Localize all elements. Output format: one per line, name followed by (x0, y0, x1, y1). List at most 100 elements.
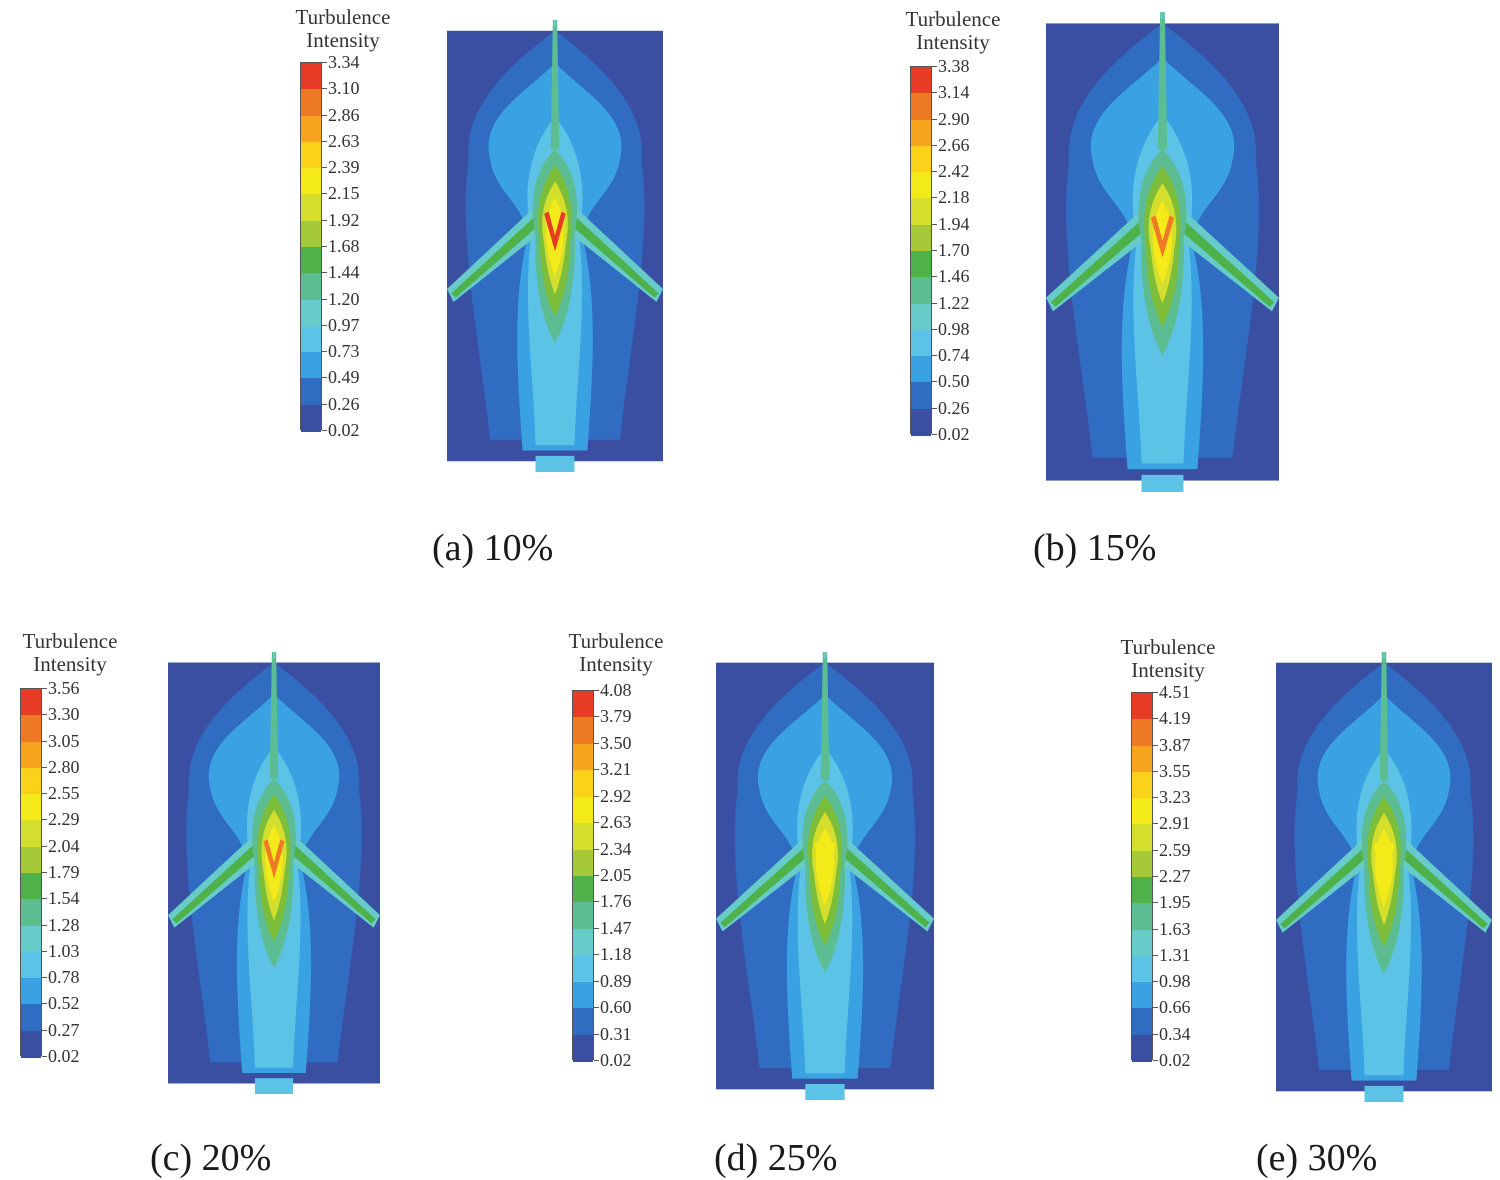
colorbar-band (21, 899, 41, 927)
side-jet-left-core (1050, 220, 1147, 307)
colorbar-band (1132, 824, 1152, 852)
colorbar-band (573, 770, 593, 798)
side-jet-left-core (451, 215, 540, 298)
colorbar-band (911, 303, 931, 331)
legend-title-line1: Turbulence (1120, 635, 1216, 659)
colorbar-tick (1153, 797, 1158, 799)
colorbar-tick-label: 0.66 (1159, 997, 1191, 1018)
colorbar-tick (594, 1033, 599, 1035)
colorbar-tick-label: 2.05 (600, 865, 632, 885)
colorbar-band (911, 119, 931, 147)
colorbar-tick (932, 171, 937, 173)
colorbar-band (21, 925, 41, 953)
contour-plot (716, 652, 934, 1100)
colorbar-band (301, 220, 321, 248)
colorbar-tick-label: 2.42 (938, 161, 970, 182)
colorbar-tick (42, 1056, 47, 1057)
colorbar-tick-label: 0.60 (600, 997, 632, 1018)
colorbar-tick (322, 246, 327, 247)
colorbar-band (1132, 850, 1152, 878)
colorbar-tick-label: 3.79 (600, 706, 632, 727)
colorbar-tick-label: 1.92 (328, 209, 360, 230)
colorbar-tick (932, 355, 937, 357)
colorbar-band (573, 743, 593, 771)
colorbar-tick (932, 223, 937, 225)
legend-title-line1: Turbulence (295, 5, 391, 29)
colorbar-band (21, 951, 41, 979)
colorbar-tick-label: 1.79 (48, 862, 80, 882)
colorbar-tick (594, 954, 599, 956)
colorbar-tick-label: 2.63 (600, 812, 632, 833)
colorbar-tick (1153, 1007, 1158, 1009)
colorbar-tick-label: 2.18 (938, 187, 970, 208)
bottom-outlet (254, 1078, 294, 1094)
top-inlet-tip (1161, 12, 1164, 19)
colorbar-tick (322, 193, 327, 195)
colorbar-tick (1153, 692, 1158, 693)
colorbar-band (21, 715, 41, 743)
side-jet-right-core (1178, 220, 1275, 307)
colorbar-tick-label: 2.15 (328, 183, 360, 204)
legend-title: Turbulence Intensity (873, 8, 1033, 54)
colorbar-band (21, 846, 41, 874)
colorbar-tick (1153, 744, 1158, 746)
contour-svg (168, 652, 380, 1094)
contour-svg (1046, 12, 1279, 492)
top-inlet-tip (553, 20, 557, 27)
colorbar-band (21, 767, 41, 795)
colorbar-band (21, 873, 41, 900)
panel-caption: (a) 10% (432, 527, 554, 569)
colorbar-band (1132, 798, 1152, 826)
contour-svg (1276, 652, 1492, 1102)
colorbar-tick (1153, 1033, 1158, 1035)
legend-title-line1: Turbulence (568, 629, 664, 653)
colorbar-tick-label: 2.66 (938, 134, 970, 155)
colorbar-band (1132, 693, 1152, 720)
bottom-outlet (1364, 1085, 1404, 1102)
colorbar-tick-label: 0.02 (48, 1046, 80, 1066)
colorbar-tick-label: 1.63 (1159, 918, 1191, 939)
colorbar-tick-label: 0.02 (328, 420, 360, 440)
colorbar-tick-label: 3.55 (1159, 760, 1191, 781)
colorbar-band (1132, 903, 1152, 931)
side-jet-left-core (172, 843, 260, 924)
peak-intensity-v (814, 841, 836, 882)
colorbar-band (911, 172, 931, 200)
colorbar-tick-label: 3.87 (1159, 734, 1191, 755)
colorbar-tick-label: 0.02 (938, 424, 970, 444)
colorbar-band (301, 325, 321, 353)
colorbar-band (301, 299, 321, 327)
bottom-outlet (805, 1084, 845, 1100)
colorbar-tick (42, 819, 47, 821)
bottom-outlet (535, 455, 575, 472)
colorbar-tick-label: 0.27 (48, 1019, 80, 1040)
colorbar-tick-label: 2.34 (600, 838, 632, 859)
colorbar-tick-label: 2.86 (328, 104, 360, 125)
colorbar-gradient (572, 690, 594, 1062)
colorbar-tick (594, 1060, 599, 1061)
colorbar-tick-label: 1.95 (1159, 892, 1191, 913)
colorbar-tick-label: 1.31 (1159, 944, 1191, 965)
colorbar-tick (322, 219, 327, 221)
legend-title-line1: Turbulence (22, 629, 118, 653)
panel-caption: (c) 20% (150, 1137, 272, 1179)
colorbar-band (301, 168, 321, 196)
colorbar-tick-label: 1.46 (938, 266, 970, 287)
colorbar-band (911, 382, 931, 410)
colorbar-band (21, 1030, 41, 1058)
colorbar-tick (1153, 823, 1158, 825)
colorbar-band (573, 717, 593, 745)
colorbar-band (573, 691, 593, 719)
peak-intensity-v (263, 839, 285, 879)
bottom-outlet (1141, 474, 1184, 492)
legend-title-line2: Intensity (306, 28, 380, 52)
colorbar-tick (932, 92, 937, 94)
colorbar-tick-label: 0.50 (938, 371, 970, 392)
colorbar-tick-label: 2.55 (48, 783, 80, 804)
colorbar-band (21, 820, 41, 848)
colorbar-tick (594, 742, 599, 744)
colorbar-tick-label: 2.04 (48, 835, 80, 856)
colorbar-tick (1153, 928, 1158, 930)
colorbar-tick (42, 793, 47, 795)
colorbar-band (911, 145, 931, 173)
